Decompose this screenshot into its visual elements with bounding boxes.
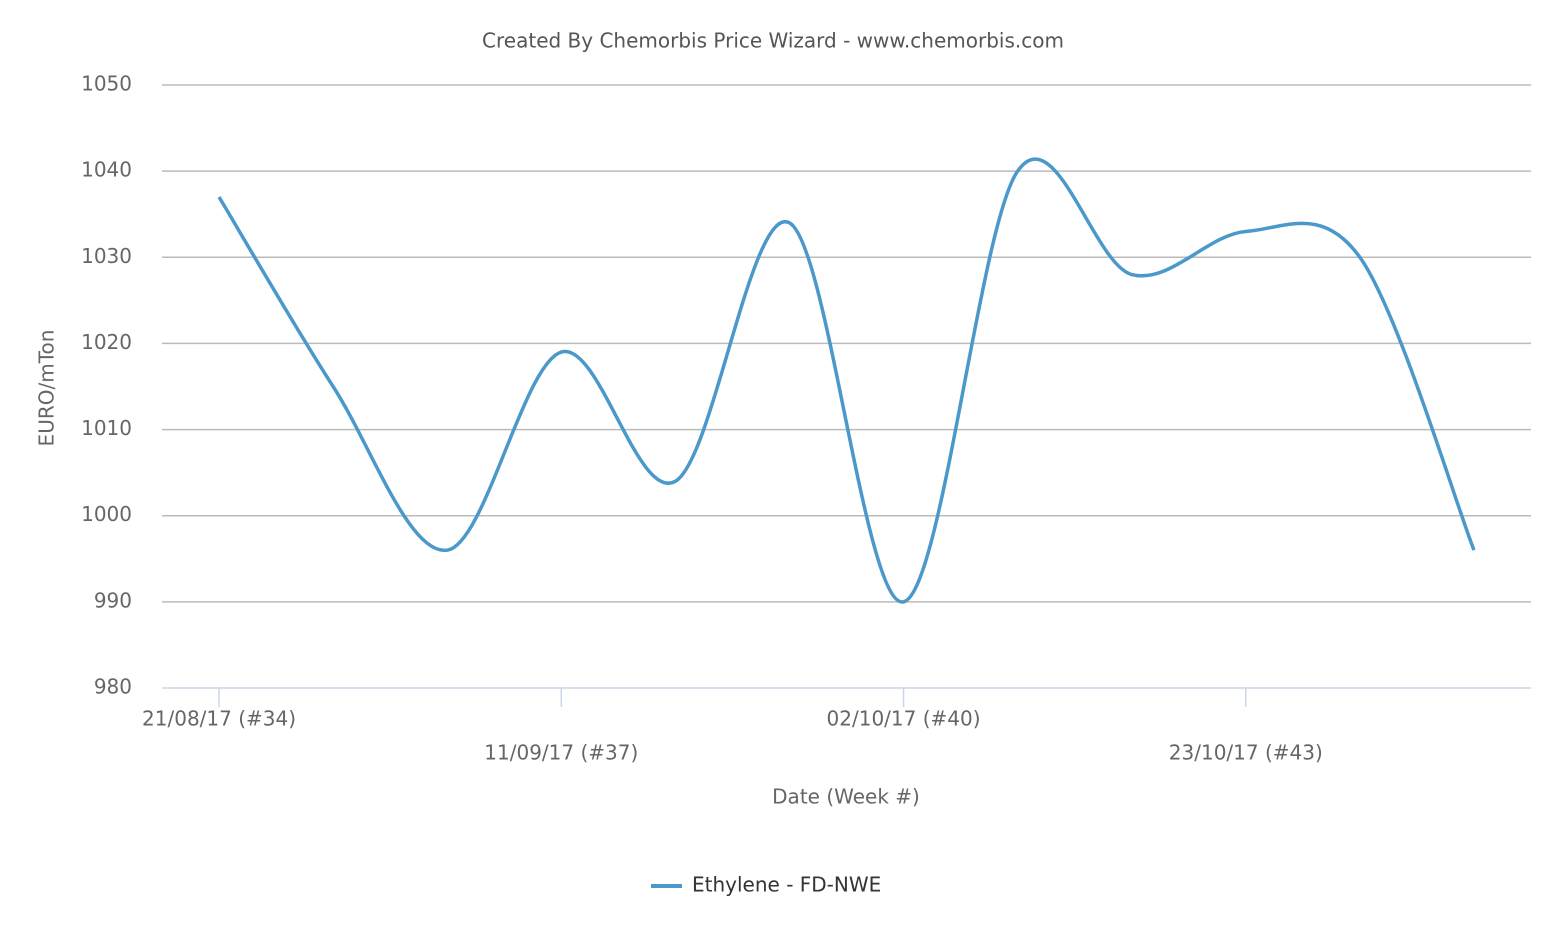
legend-label: Ethylene - FD-NWE: [692, 873, 881, 897]
x-tick-label: 11/09/17 (#37): [484, 741, 638, 765]
y-axis-label: EURO/mTon: [35, 330, 59, 447]
x-tick-label: 02/10/17 (#40): [827, 707, 981, 731]
y-tick-label: 1000: [81, 502, 132, 526]
y-tick-label: 980: [94, 675, 132, 699]
chart-title: Created By Chemorbis Price Wizard - www.…: [482, 29, 1064, 53]
y-tick-label: 1050: [81, 72, 132, 96]
y-tick-label: 1020: [81, 330, 132, 354]
y-tick-label: 990: [94, 588, 132, 612]
x-axis-label: Date (Week #): [772, 785, 920, 809]
y-tick-label: 1010: [81, 416, 132, 440]
x-tick-label: 23/10/17 (#43): [1169, 741, 1323, 765]
x-tick-label: 21/08/17 (#34): [142, 707, 296, 731]
y-tick-label: 1030: [81, 244, 132, 268]
y-tick-label: 1040: [81, 158, 132, 182]
line: [217, 157, 1476, 604]
